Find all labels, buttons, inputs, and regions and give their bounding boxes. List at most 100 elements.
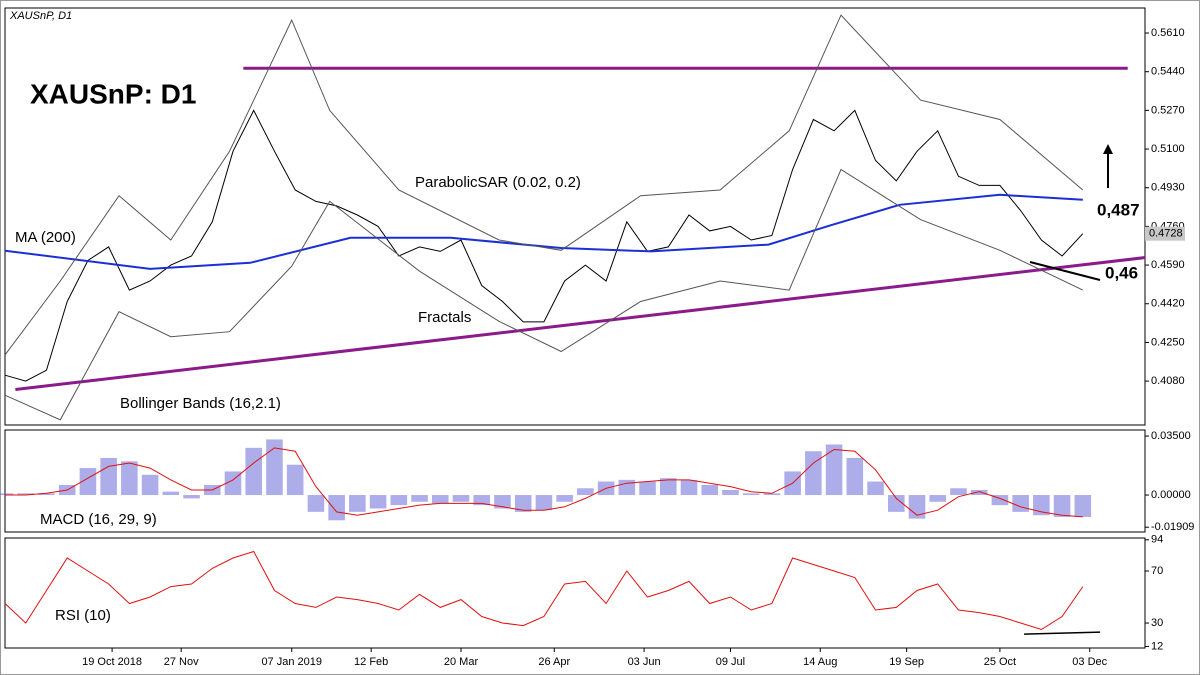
macd-bar — [929, 495, 947, 502]
x-tick-label: 26 Apr — [538, 656, 570, 668]
up-arrow-head — [1103, 144, 1113, 154]
macd-bar — [349, 495, 366, 512]
y-tick-label: 30 — [1151, 617, 1163, 629]
macd-bar — [121, 461, 138, 496]
macd-bar — [991, 495, 1009, 506]
macd-panel — [4, 429, 1146, 533]
y-tick-label: 70 — [1151, 565, 1163, 577]
macd-bar — [266, 439, 283, 496]
macd-title: MACD (16, 29, 9) — [40, 511, 157, 528]
macd-bar — [618, 479, 636, 496]
y-tick-label: 0.5270 — [1151, 104, 1185, 116]
macd-bar — [805, 451, 822, 496]
y-tick-label: 0.4080 — [1151, 375, 1185, 387]
x-tick-label: 19 Sep — [889, 656, 924, 668]
macd-bar — [556, 495, 573, 502]
main-panel — [4, 7, 1146, 426]
macd-bar — [0, 493, 14, 496]
x-tick-label: 12 Feb — [354, 656, 388, 668]
trendline — [15, 256, 1146, 392]
series-line — [5, 447, 1083, 518]
chart-subtitle: XAUSnP, D1 — [9, 10, 72, 22]
x-tick-label: 25 Oct — [984, 656, 1016, 668]
macd-bar — [639, 481, 656, 496]
series-line — [4, 109, 1084, 382]
macd-bar — [17, 493, 35, 496]
x-tick-label: 14 Aug — [803, 656, 837, 668]
macd-bar — [183, 495, 200, 499]
y-tick-label: 0.5440 — [1151, 66, 1185, 78]
bb-label: Bollinger Bands (16,2.1) — [120, 395, 281, 412]
target-label: 0,487 — [1097, 200, 1140, 219]
macd-bar — [1074, 495, 1092, 517]
macd-bar — [141, 474, 159, 496]
y-tick-label: 0.4590 — [1151, 259, 1185, 271]
x-tick-label: 27 Nov — [164, 656, 199, 668]
y-tick-label: 0.4250 — [1151, 336, 1185, 348]
macd-bar — [1033, 495, 1050, 516]
y-tick-label: -0.01909 — [1151, 521, 1194, 533]
x-tick-label: 07 Jan 2019 — [261, 656, 322, 668]
macd-bar — [79, 468, 97, 496]
sar-label: ParabolicSAR (0.02, 0.2) — [415, 174, 581, 191]
series-line — [4, 550, 1084, 631]
macd-bar — [307, 495, 325, 512]
ma-label: MA (200) — [15, 229, 76, 246]
y-tick-label: 0.4930 — [1151, 182, 1185, 194]
y-tick-label: 0.5610 — [1151, 27, 1185, 39]
macd-bar — [722, 489, 739, 496]
series-line — [4, 168, 1084, 421]
macd-bar — [38, 493, 55, 496]
macd-bar — [286, 464, 304, 496]
macd-bar — [867, 481, 884, 496]
macd-bar — [494, 495, 511, 509]
y-tick-label: 0.5100 — [1151, 143, 1185, 155]
last-price-box — [1145, 226, 1185, 241]
y-tick-label: 94 — [1151, 534, 1163, 546]
x-tick-label: 09 Jul — [716, 656, 745, 668]
macd-bar — [328, 495, 345, 521]
macd-bar — [162, 491, 180, 496]
macd-bar — [577, 488, 594, 496]
rsi-panel — [4, 537, 1146, 649]
macd-bar — [701, 484, 719, 496]
macd-bar — [535, 495, 553, 511]
x-tick-label: 20 Mar — [444, 656, 479, 668]
y-tick-label: 0.00000 — [1151, 489, 1191, 501]
fractals-label: Fractals — [418, 309, 471, 326]
macd-bar — [950, 488, 967, 496]
macd-bar — [970, 489, 988, 496]
y-tick-label: 0.03500 — [1151, 430, 1191, 442]
macd-bar — [452, 495, 470, 502]
macd-bar — [245, 447, 263, 496]
macd-bar — [908, 495, 926, 519]
macd-bar — [1053, 495, 1071, 517]
chart-title: XAUSnP: D1 — [30, 78, 196, 109]
macd-bar — [763, 493, 781, 496]
macd-bar — [390, 495, 408, 506]
y-tick-label: 12 — [1151, 640, 1163, 652]
series-line — [4, 14, 1084, 356]
trendline — [1024, 631, 1101, 635]
macd-bar — [431, 495, 449, 504]
x-tick-label: 19 Oct 2018 — [82, 656, 142, 668]
macd-bar — [887, 495, 905, 512]
last-price-label: 0.4728 — [1149, 228, 1183, 240]
macd-bar — [411, 495, 428, 502]
x-tick-label: 03 Jun — [628, 656, 661, 668]
series-line — [4, 193, 1083, 270]
y-tick-label: 0.4420 — [1151, 298, 1185, 310]
support-pointer — [1029, 261, 1101, 281]
macd-bar — [742, 493, 760, 496]
macd-bar — [100, 457, 117, 496]
rsi-title: RSI (10) — [55, 607, 111, 624]
support-label: 0,46 — [1105, 263, 1138, 282]
macd-bar — [846, 457, 864, 496]
macd-bar — [514, 495, 532, 512]
macd-bar — [224, 471, 242, 496]
x-tick-label: 03 Dec — [1072, 656, 1107, 668]
macd-bar — [680, 479, 698, 496]
macd-bar — [659, 478, 677, 496]
